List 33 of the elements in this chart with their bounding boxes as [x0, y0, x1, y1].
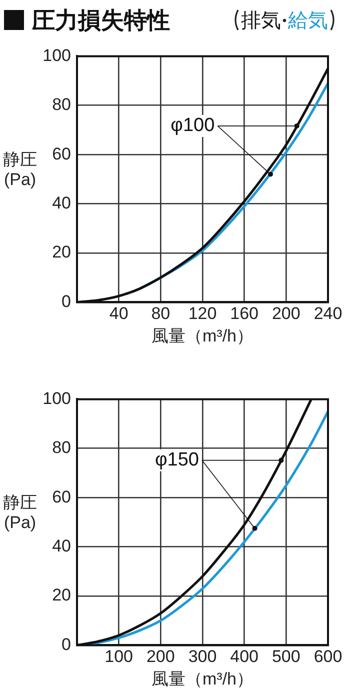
y-tick-label: 0 [62, 292, 71, 311]
annotation: φ150 [154, 450, 199, 471]
y-tick-label: 60 [52, 487, 71, 506]
y-tick-label: 0 [62, 634, 71, 654]
y-tick-label: 100 [42, 46, 71, 65]
x-tick-label: 600 [314, 647, 342, 666]
x-axis-title: 風量（m³/h） [152, 326, 254, 346]
y-tick-label: 20 [52, 586, 71, 605]
text: 排気 [241, 8, 281, 34]
y-tick-label: 80 [52, 95, 71, 114]
y-tick-label: 80 [52, 438, 71, 458]
x-tick-label: 120 [188, 304, 217, 324]
x-axis-title: 風量（m³/h） [152, 669, 254, 688]
y-axis-title: 静圧(Pa) [2, 493, 38, 533]
y-tick-label: 60 [52, 144, 71, 164]
y-axis-title: 静圧(Pa) [2, 150, 38, 190]
x-tick-label: 240 [314, 304, 342, 324]
x-tick-label: 40 [109, 304, 128, 324]
y-tick-label: 40 [52, 536, 71, 556]
x-tick-label: 80 [151, 304, 170, 324]
x-tick-label: 400 [230, 647, 259, 666]
x-tick-label: 200 [272, 304, 300, 324]
x-tick-label: 160 [230, 304, 259, 324]
x-tick-label: 200 [146, 647, 175, 666]
annotation: φ100 [170, 115, 215, 136]
text: 給気 [288, 8, 328, 34]
y-tick-label: 20 [52, 242, 71, 262]
x-tick-label: 100 [104, 647, 134, 666]
x-tick-label: 300 [188, 647, 217, 666]
x-tick-label: 500 [272, 647, 300, 666]
chart-title: 圧力損失特性 [32, 6, 170, 34]
y-tick-label: 100 [42, 388, 71, 408]
y-tick-label: 40 [52, 193, 71, 212]
